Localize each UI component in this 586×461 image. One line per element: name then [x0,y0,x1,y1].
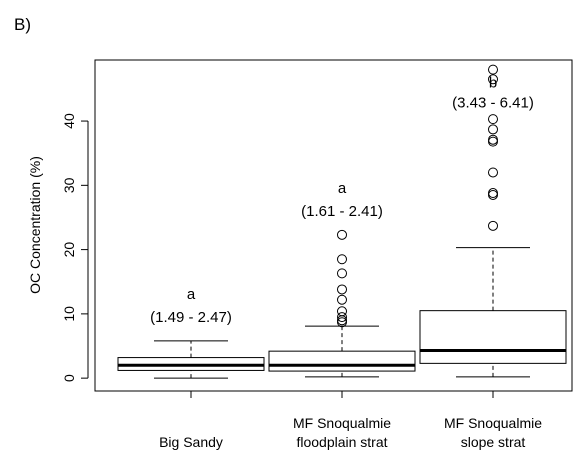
outlier-point [488,134,498,145]
y-tick-label: 40 [61,113,77,129]
x-axis-labels: Big Sandy MF Snoqualmie floodplain strat MF… [159,391,542,450]
box-group: b (3.43 - 6.41) [419,64,567,378]
box-group: a (1.61 - 2.41) [268,180,416,378]
outlier-point [488,136,498,147]
outlier-point [337,312,347,323]
y-tick-label: 30 [61,177,77,193]
outlier-point [488,167,498,178]
outlier-point [337,317,347,328]
plot-frame [94,59,573,392]
y-axis-label: OC Concentration (%) [27,156,43,294]
significance-letter: b [489,75,497,92]
outlier-point [488,188,498,199]
outlier-point [488,220,498,231]
boxes-layer: a (1.49 - 2.47) a (1.61 - 2.41) b (3.43 - 6.4… [117,64,567,379]
outlier-point [488,64,498,75]
significance-letter: a [338,180,347,197]
y-tick-label: 20 [61,242,77,258]
confidence-interval-label: (3.43 - 6.41) [452,95,534,112]
category-label: MF Snoqualmie [293,415,391,431]
outlier-point [488,114,498,125]
significance-letter: a [187,286,196,303]
confidence-interval-label: (1.61 - 2.41) [301,203,383,220]
y-tick-label: 10 [61,306,77,322]
outlier-point [337,254,347,265]
confidence-interval-label: (1.49 - 2.47) [150,309,232,326]
y-tick-label: 0 [61,374,77,382]
outlier-point [337,284,347,295]
category-label: MF Snoqualmie [444,415,542,431]
outlier-point [488,124,498,135]
category-label: Big Sandy [159,434,223,450]
box-iqr [419,310,567,364]
outlier-point [337,294,347,305]
outlier-point [488,189,498,200]
category-label: floodplain strat [296,434,387,450]
category-label: slope strat [461,434,526,450]
panel-label: B) [14,15,31,34]
outlier-point [337,268,347,279]
outlier-point [337,306,347,317]
y-axis-ticks: 0 10 20 30 40 [61,113,88,382]
outlier-point [488,74,498,85]
outlier-point [337,229,347,240]
box-group: a (1.49 - 2.47) [117,286,265,379]
box-iqr [268,350,416,372]
